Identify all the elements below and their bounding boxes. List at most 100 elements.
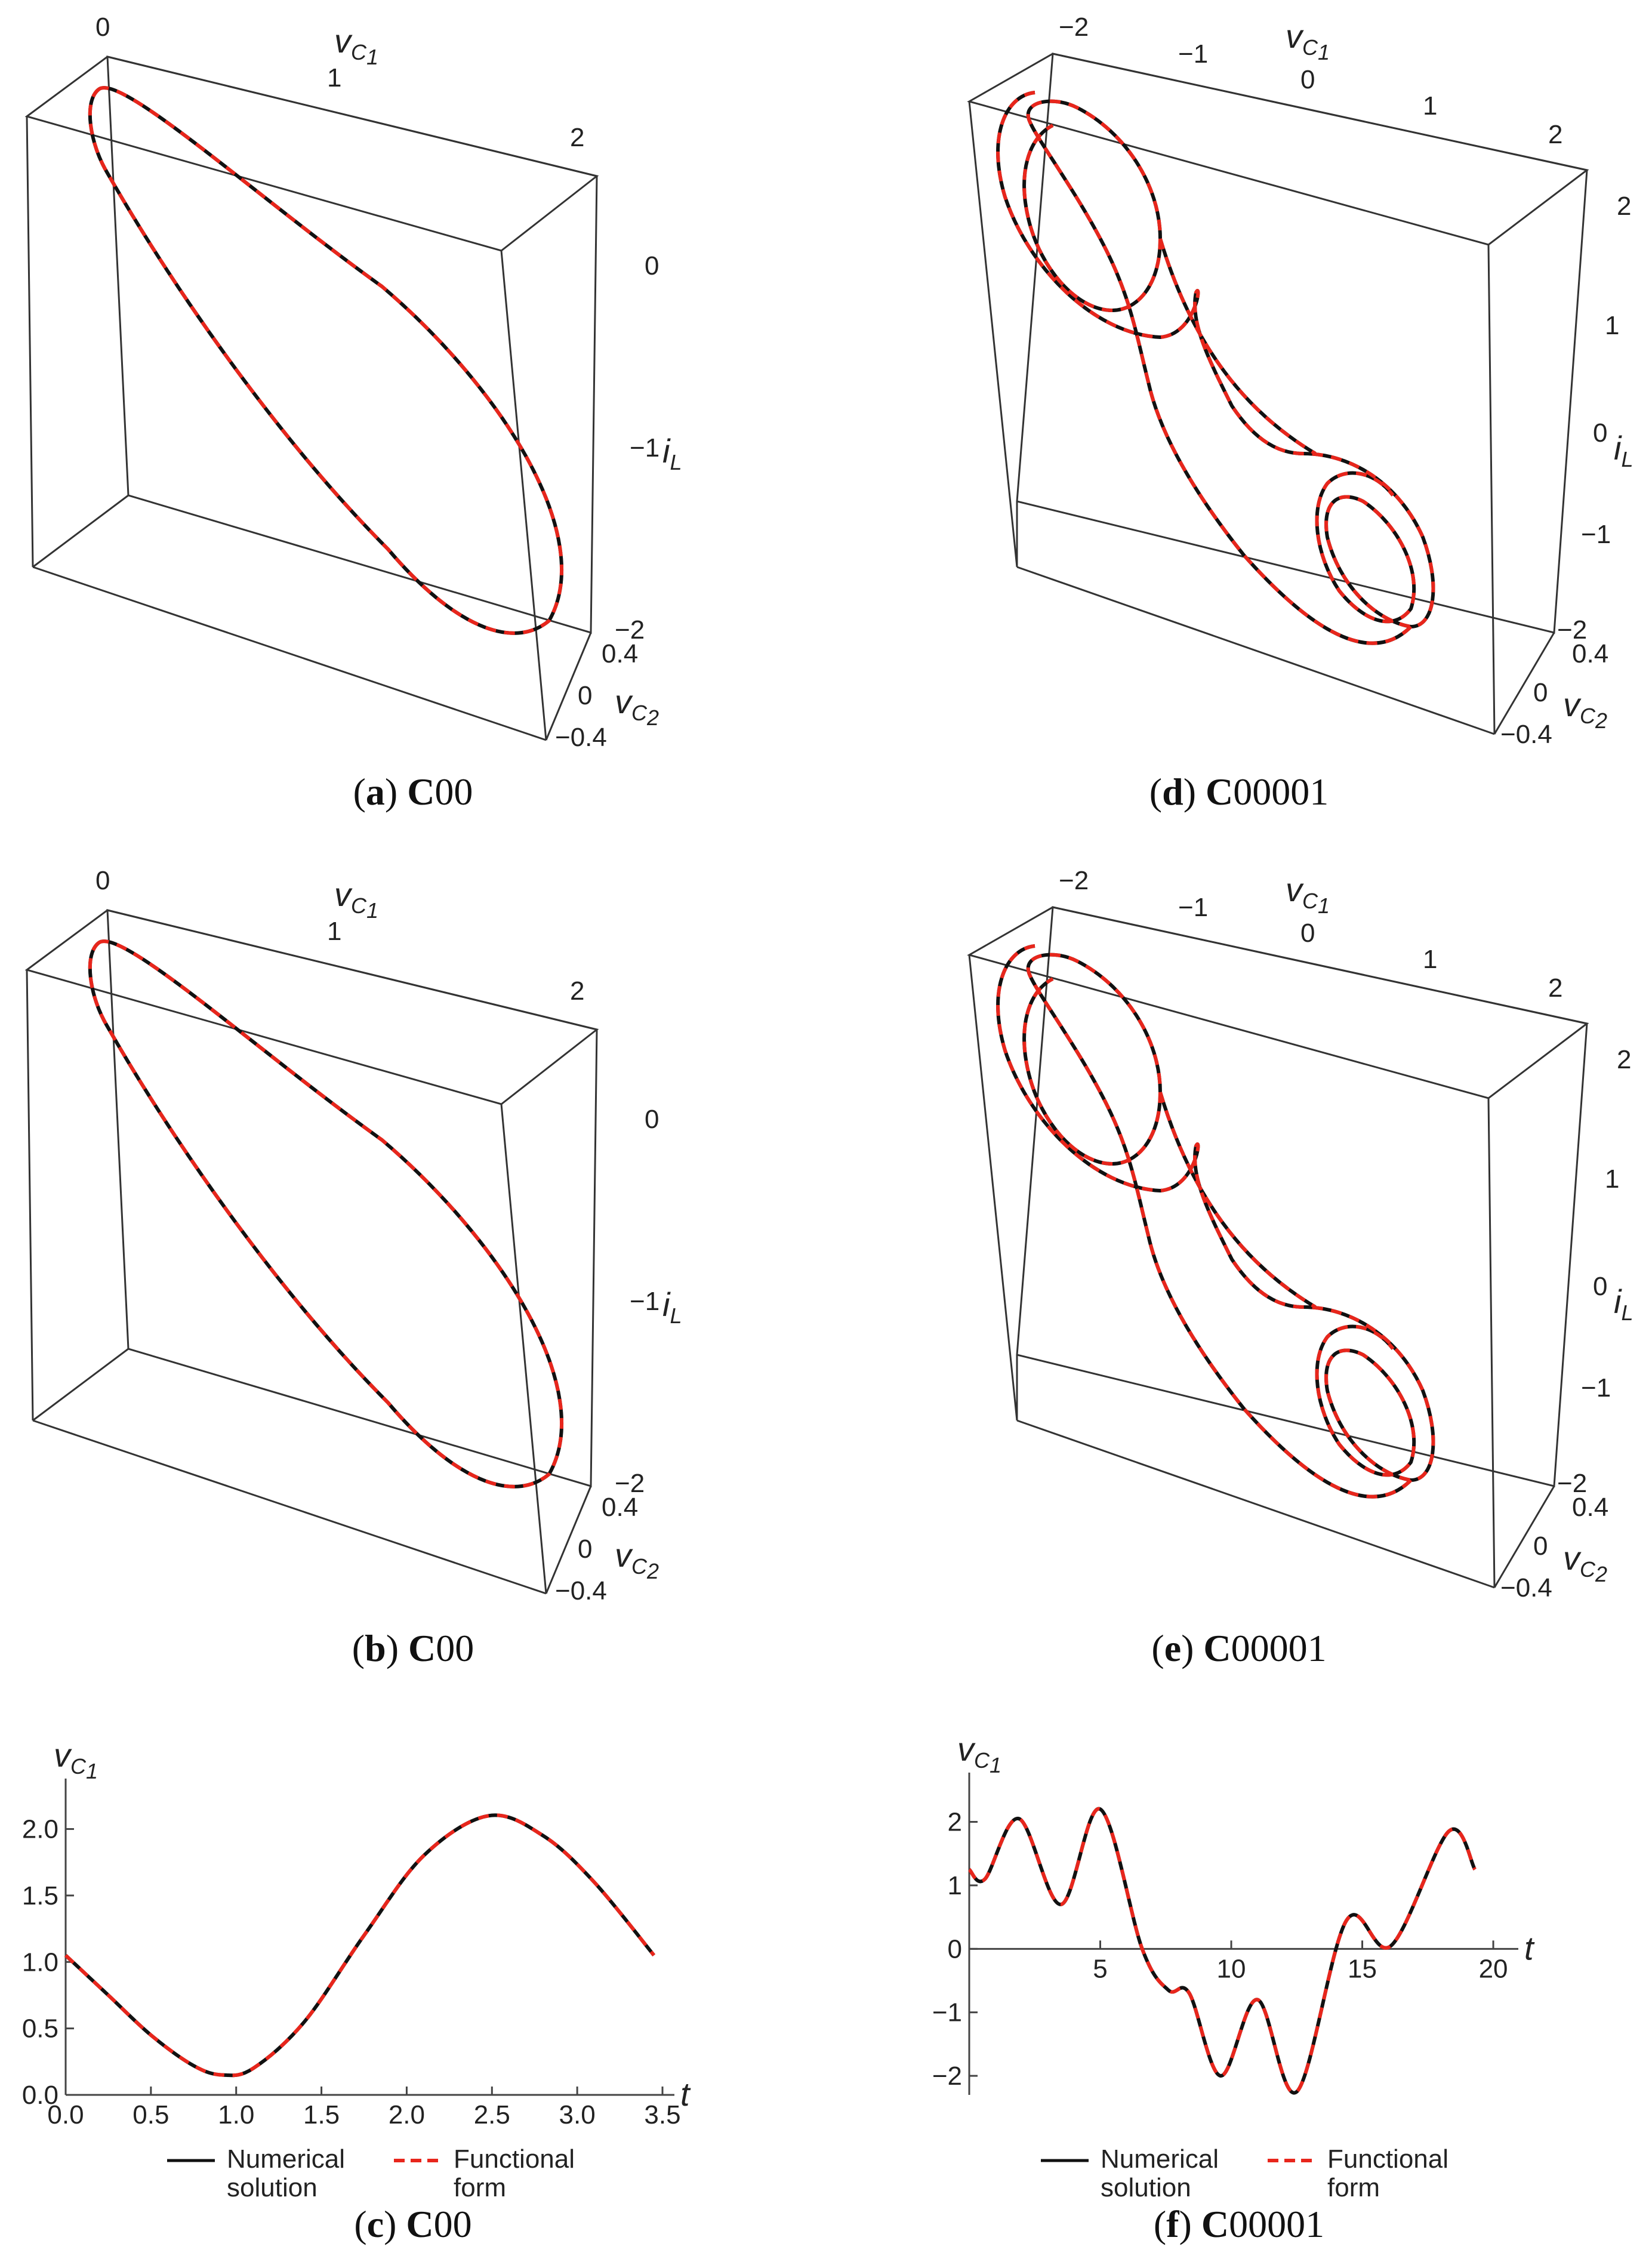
tick-z-b-1: 0: [578, 1534, 592, 1564]
tick-y-e-4: −2: [1557, 1469, 1587, 1498]
caption-e: (e) C00001: [1151, 1627, 1327, 1669]
y-tick-label-f-2: 0: [948, 1934, 962, 1964]
x-tick-label-c-5: 2.5: [474, 2100, 510, 2130]
plot-c: 0.0 0.5 1.0 1.5 2.0 2.5 3.0 3.5 0.0 0.5 1.0 1.5 2.0 v…: [22, 1736, 691, 2202]
x-tick-label-c-6: 3.0: [559, 2100, 596, 2130]
tick-x-e-1: −1: [1178, 893, 1208, 922]
tick-z-b-2: −0.4: [555, 1576, 607, 1605]
panel-c: 0.0 0.5 1.0 1.5 2.0 2.5 3.0 3.5 0.0 0.5 1.0 1.5 2.0 v…: [0, 1731, 826, 2202]
x-tick-label-c-0: 0.0: [47, 2100, 84, 2130]
tick-y-d-2: 0: [1593, 418, 1607, 448]
label-vc1-a: vC1: [334, 22, 378, 69]
panel-e: −2 −1 0 1 2 vC1 2 1 0 −1 −2 iL 0.4 0 −0.…: [826, 853, 1652, 1629]
tick-y-a-1: −1: [630, 433, 659, 463]
label-vc1-d: vC1: [1286, 17, 1330, 64]
tick-x-d-1: −1: [1178, 39, 1208, 69]
caption-f: (f) C00001: [1153, 2203, 1325, 2245]
tick-y-a-2: −2: [615, 615, 645, 645]
tick-y-e-1: 1: [1605, 1164, 1619, 1194]
tick-x-b-2: 2: [570, 976, 584, 1006]
x-tick-label-f-2: 15: [1348, 1954, 1377, 1983]
tick-z-d-0: 0.4: [1572, 639, 1608, 668]
caption-b: (b) C00: [352, 1627, 474, 1669]
y-tick-label-c-4: 2.0: [22, 1815, 58, 1844]
label-il-d: iL: [1614, 429, 1633, 471]
legend-label-numerical-2-f: solution: [1101, 2173, 1191, 2202]
trajectory-e: [996, 944, 1435, 1499]
legend-label-numerical-1-c: Numerical: [227, 2144, 345, 2174]
x-tick-label-f-0: 5: [1093, 1954, 1107, 1983]
tick-y-a-0: 0: [645, 251, 659, 281]
panel-a: 0 1 2 vC1 0 −1 −2 iL 0.4 0 −0.4 vC2: [0, 0, 826, 776]
tick-x-d-2: 0: [1300, 65, 1315, 94]
caption-a: (a) C00: [353, 771, 473, 813]
bounding-box-b: [24, 909, 599, 1595]
legend-label-numerical-2-c: solution: [227, 2173, 318, 2202]
plot-f: 5 10 15 20210−1−2vC1tNumericalsolutionFunct…: [932, 1730, 1535, 2202]
y-tick-label-f-4: −2: [932, 2061, 962, 2091]
tick-z-a-2: −0.4: [555, 723, 607, 752]
tick-x-e-3: 1: [1423, 945, 1437, 974]
trajectory-a: [88, 86, 564, 635]
tick-x-b-0: 0: [95, 866, 110, 895]
y-axis-label-c: vC1: [54, 1736, 98, 1783]
tick-x-a-0: 0: [95, 13, 110, 42]
tick-x-a-2: 2: [570, 123, 584, 152]
bounding-box-d: [967, 53, 1589, 735]
x-tick-label-c-1: 0.5: [132, 2100, 169, 2130]
legend-label-functional-1-f: Functional: [1327, 2144, 1448, 2174]
caption-c: (c) C00: [354, 2203, 472, 2245]
caption-d: (d) C00001: [1149, 771, 1329, 813]
label-il-a: iL: [662, 432, 682, 474]
tick-y-d-1: 1: [1605, 311, 1619, 340]
label-vc1-e: vC1: [1286, 871, 1330, 918]
tick-z-e-0: 0.4: [1572, 1493, 1608, 1522]
tick-y-d-4: −2: [1557, 615, 1587, 645]
y-tick-label-c-2: 1.0: [22, 1947, 58, 1977]
tick-x-d-0: −2: [1059, 13, 1089, 42]
x-tick-label-c-2: 1.0: [218, 2100, 254, 2130]
tick-z-d-1: 0: [1533, 678, 1548, 707]
series-numerical-f: [967, 1807, 1477, 2095]
x-tick-label-f-3: 20: [1479, 1954, 1508, 1983]
x-tick-label-f-1: 10: [1217, 1954, 1246, 1983]
y-tick-label-c-1: 0.5: [22, 2014, 58, 2044]
tick-y-d-0: 2: [1617, 192, 1631, 221]
label-vc2-e: vC2: [1563, 1539, 1607, 1586]
tick-x-a-1: 1: [327, 63, 341, 93]
tick-y-b-1: −1: [630, 1287, 659, 1316]
tick-x-e-4: 2: [1548, 973, 1562, 1003]
panel-b: 0 1 2 vC1 0 −1 −2 iL 0.4 0 −0.4 vC2: [0, 853, 826, 1629]
plot-b: 0 1 2 vC1 0 −1 −2 iL 0.4 0 −0.4 vC2: [24, 866, 682, 1605]
tick-z-e-2: −0.4: [1500, 1573, 1552, 1602]
label-il-e: iL: [1614, 1283, 1633, 1325]
plot-e: −2 −1 0 1 2 vC1 2 1 0 −1 −2 iL 0.4 0 −0.…: [967, 866, 1633, 1602]
plot-a: 0 1 2 vC1 0 −1 −2 iL 0.4 0 −0.4 vC2: [24, 13, 682, 752]
tick-z-b-0: 0.4: [602, 1493, 638, 1522]
y-tick-label-c-3: 1.5: [22, 1881, 58, 1910]
x-tick-label-c-4: 2.0: [389, 2100, 425, 2130]
trajectory-d: [996, 91, 1435, 645]
tick-z-e-1: 0: [1533, 1531, 1548, 1561]
tick-x-e-2: 0: [1300, 919, 1315, 948]
tick-y-e-2: 0: [1593, 1272, 1607, 1301]
tick-y-e-0: 2: [1617, 1045, 1631, 1074]
y-tick-label-c-0: 0.0: [22, 2081, 58, 2110]
plot-d: −2 −1 0 1 2 vC1 2 1 0 −1 −2 iL 0.4 0 −0.…: [967, 13, 1633, 749]
tick-x-d-3: 1: [1423, 91, 1437, 121]
legend-label-numerical-1-f: Numerical: [1101, 2144, 1219, 2174]
legend-label-functional-2-c: form: [454, 2173, 506, 2202]
y-tick-label-f-0: 2: [948, 1808, 962, 1837]
x-tick-label-c-3: 1.5: [303, 2100, 340, 2130]
x-tick-label-c-7: 3.5: [644, 2100, 680, 2130]
label-vc2-b: vC2: [615, 1536, 659, 1583]
y-tick-label-f-1: 1: [948, 1871, 962, 1900]
tick-z-a-1: 0: [578, 681, 592, 710]
label-il-b: iL: [662, 1286, 682, 1328]
bounding-box-a: [24, 56, 599, 741]
tick-y-b-0: 0: [645, 1105, 659, 1134]
x-axis-label-f: t: [1524, 1929, 1535, 1967]
panel-d: −2 −1 0 1 2 vC1 2 1 0 −1 −2 iL 0.4 0 −0.…: [826, 0, 1652, 776]
legend-label-functional-1-c: Functional: [454, 2144, 575, 2174]
y-tick-label-f-3: −1: [932, 1998, 962, 2027]
